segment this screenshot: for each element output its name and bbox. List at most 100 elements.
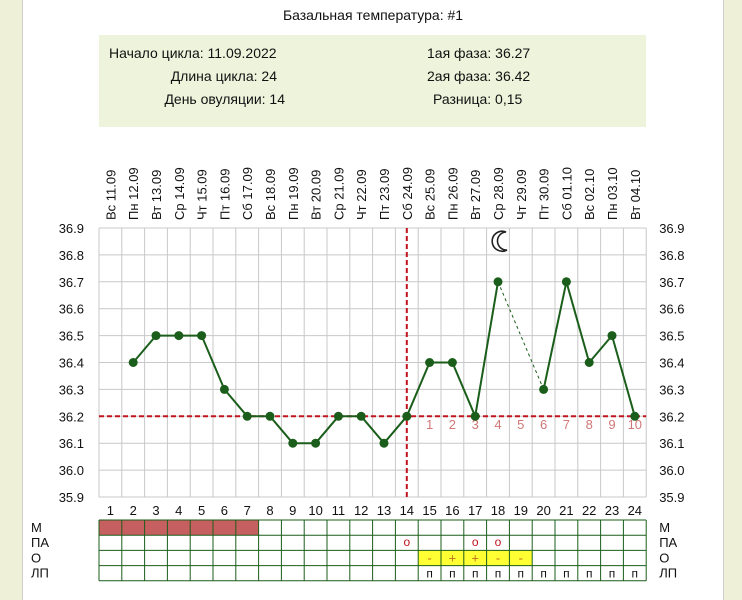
y-tick-label-left: 36.5 xyxy=(59,329,84,344)
date-label: Вт 27.09 xyxy=(468,170,483,220)
ovulation-day-label: День овуляции: 14 xyxy=(164,91,285,107)
date-label: Ср 14.09 xyxy=(172,167,187,220)
temperature-point xyxy=(333,411,343,421)
temperature-line-segment xyxy=(360,415,385,444)
lp-mark: п xyxy=(586,567,593,581)
day-number-label: 9 xyxy=(289,503,296,518)
o-highlight-cell xyxy=(441,550,464,566)
tracker-row-label-left: ПА xyxy=(31,535,49,550)
day-number-label: 3 xyxy=(152,503,159,518)
temperature-point xyxy=(356,411,366,421)
o-highlight-cell xyxy=(509,550,533,566)
temperature-point xyxy=(630,411,640,421)
date-label: Пт 23.09 xyxy=(377,169,392,220)
o-mark: - xyxy=(427,550,431,565)
temperature-line-segment xyxy=(542,281,568,390)
o-mark: - xyxy=(519,550,523,565)
day-number-label: 20 xyxy=(536,503,550,518)
temperature-line-segment xyxy=(383,415,408,444)
y-tick-label-right: 36.2 xyxy=(659,409,684,424)
date-label: Чт 29.09 xyxy=(514,169,529,220)
date-label: Пн 03.10 xyxy=(605,167,620,220)
o-mark: + xyxy=(449,550,457,565)
post-ovulation-day-label: 4 xyxy=(494,417,501,432)
tracker-row-label-left: М xyxy=(31,520,42,535)
y-tick-label-right: 36.8 xyxy=(659,248,684,263)
temperature-line-segment xyxy=(314,415,340,444)
day-number-label: 15 xyxy=(422,503,436,518)
lp-mark: п xyxy=(518,567,525,581)
y-tick-label-left: 36.3 xyxy=(59,382,84,397)
moon-icon xyxy=(491,230,508,253)
post-ovulation-day-label: 3 xyxy=(472,417,479,432)
y-tick-label-left: 36.7 xyxy=(59,275,84,290)
pa-mark: o xyxy=(472,535,479,549)
menstruation-cell xyxy=(121,520,145,536)
y-tick-label-right: 36.9 xyxy=(659,221,684,236)
y-tick-label-left: 36.8 xyxy=(59,248,84,263)
temperature-line-segment xyxy=(588,334,613,364)
date-label: Сб 01.10 xyxy=(559,167,574,220)
day-number-label: 22 xyxy=(582,503,596,518)
day-number-label: 21 xyxy=(559,503,573,518)
day-number-label: 16 xyxy=(445,503,459,518)
date-label: Пн 26.09 xyxy=(445,167,460,220)
lp-mark: п xyxy=(540,567,547,581)
date-label: Вт 13.09 xyxy=(149,170,164,220)
day-number-label: 19 xyxy=(514,503,528,518)
lp-mark: п xyxy=(609,567,616,581)
date-label: Сб 17.09 xyxy=(240,167,255,220)
date-label: Вс 18.09 xyxy=(263,169,278,220)
menstruation-cell xyxy=(213,520,236,536)
o-highlight-cell xyxy=(418,550,441,566)
lp-mark: п xyxy=(563,567,570,581)
day-number-label: 17 xyxy=(468,503,482,518)
temperature-line-segment xyxy=(451,362,477,417)
temperature-point xyxy=(447,358,457,367)
pa-mark: o xyxy=(403,535,410,549)
phase1-label: 1ая фаза: 36.27 xyxy=(427,45,531,61)
menstruation-cell xyxy=(167,520,191,536)
post-ovulation-day-label: 9 xyxy=(608,417,615,432)
y-tick-label-left: 36.4 xyxy=(59,356,84,371)
day-number-label: 2 xyxy=(130,503,137,518)
difference-label: Разница: 0,15 xyxy=(433,91,523,107)
temperature-point xyxy=(402,411,412,421)
lp-mark: п xyxy=(472,567,479,581)
date-label: Вт 04.10 xyxy=(628,170,643,220)
cycle-info-panel: Начало цикла: 11.09.2022 Длина цикла: 24… xyxy=(99,35,646,127)
menstruation-cell xyxy=(99,520,122,536)
cycle-length-label: Длина цикла: 24 xyxy=(170,68,277,84)
temperature-gap-segment xyxy=(497,281,545,390)
tracker-row-label-left: О xyxy=(31,550,41,565)
day-number-label: 7 xyxy=(244,503,251,518)
temperature-line-segment xyxy=(405,362,431,417)
lp-mark: п xyxy=(449,567,456,581)
y-tick-label-right: 36.6 xyxy=(659,302,684,317)
o-highlight-cell xyxy=(463,550,487,566)
chart-title: Базальная температура: #1 xyxy=(282,7,464,23)
date-label: Вс 25.09 xyxy=(423,169,438,220)
day-number-label: 24 xyxy=(628,503,642,518)
temperature-point xyxy=(425,358,435,367)
temperature-line-segment xyxy=(565,281,591,363)
lp-mark: п xyxy=(495,567,502,581)
date-label: Пт 16.09 xyxy=(217,169,232,220)
day-number-label: 4 xyxy=(175,503,182,518)
y-tick-label-right: 36.4 xyxy=(659,356,684,371)
phase2-label: 2ая фаза: 36.42 xyxy=(427,68,531,84)
date-label: Ср 28.09 xyxy=(491,167,506,220)
temperature-point xyxy=(561,277,571,287)
post-ovulation-day-label: 7 xyxy=(563,417,570,432)
post-ovulation-day-label: 1 xyxy=(426,417,433,432)
menstruation-cell xyxy=(190,520,213,536)
o-highlight-cell xyxy=(486,550,510,566)
temperature-line-segment xyxy=(223,388,248,417)
temperature-point xyxy=(470,411,480,421)
date-label: Вт 20.09 xyxy=(309,170,324,220)
date-label: Вс 02.10 xyxy=(582,169,597,220)
y-tick-label-right: 36.0 xyxy=(659,463,684,478)
menstruation-cell xyxy=(235,520,259,536)
day-number-label: 8 xyxy=(266,503,273,518)
y-tick-label-left: 36.1 xyxy=(59,436,84,451)
